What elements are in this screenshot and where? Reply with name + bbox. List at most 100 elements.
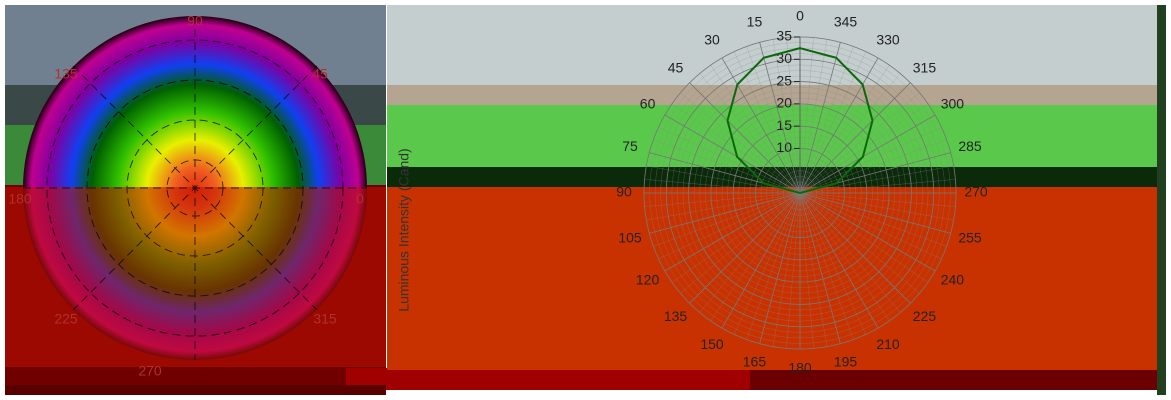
- fine-spoke: [680, 92, 801, 194]
- theta-label: 165: [743, 354, 767, 370]
- fine-spoke: [733, 51, 801, 194]
- grid-spoke: [799, 114, 936, 194]
- grid-spoke: [759, 192, 801, 344]
- heatmap-angle-label: 0: [356, 191, 364, 207]
- fine-spoke: [799, 192, 890, 321]
- fine-spoke: [799, 139, 947, 194]
- theta-label: 105: [618, 229, 642, 245]
- grid-spoke: [664, 192, 801, 272]
- grid-spoke: [664, 114, 801, 194]
- fine-spoke: [799, 165, 954, 194]
- fine-spoke: [710, 192, 801, 321]
- fine-spoke: [699, 192, 801, 313]
- grid-spoke: [689, 192, 801, 304]
- fine-spoke: [746, 46, 801, 194]
- fine-spoke: [799, 65, 890, 194]
- heatmap-angle-label: 270: [138, 363, 162, 379]
- grid-spoke: [799, 192, 936, 272]
- grid-spoke: [799, 192, 879, 329]
- theta-label: 30: [704, 31, 720, 47]
- heatmap-angle-label: 45: [312, 66, 328, 82]
- theta-label: 285: [958, 138, 982, 154]
- fine-spoke: [644, 192, 801, 207]
- fine-spoke: [786, 37, 801, 194]
- fine-spoke: [799, 192, 954, 221]
- fine-spoke: [646, 192, 801, 221]
- fine-spoke: [799, 73, 901, 194]
- theta-label: 300: [941, 96, 965, 112]
- fine-spoke: [653, 192, 801, 247]
- fine-spoke: [799, 192, 942, 260]
- fine-spoke: [653, 139, 801, 194]
- theta-label: 315: [913, 59, 937, 75]
- heatmap-angle-label: 90: [187, 13, 203, 29]
- fine-spoke: [799, 92, 920, 194]
- r-tick-label: 15: [776, 117, 792, 133]
- theta-label: 15: [747, 14, 763, 30]
- grid-spoke: [759, 42, 801, 194]
- theta-label: 225: [913, 308, 937, 324]
- fine-spoke: [799, 192, 928, 283]
- fine-spoke: [672, 192, 801, 283]
- fine-spoke: [646, 165, 801, 194]
- grid-spoke: [799, 192, 841, 344]
- glitch-band: [346, 368, 751, 390]
- theta-label: 0: [796, 8, 804, 24]
- fine-spoke: [699, 73, 801, 194]
- fine-spoke: [733, 192, 801, 335]
- fine-spoke: [799, 51, 867, 194]
- fine-spoke: [799, 192, 956, 207]
- fine-spoke: [799, 37, 814, 194]
- grid-spoke: [799, 57, 879, 194]
- glitch-band: [387, 187, 1157, 370]
- r-tick-label: 20: [776, 95, 792, 111]
- fine-spoke: [672, 103, 801, 194]
- theta-label: 345: [834, 14, 858, 30]
- theta-label: 270: [964, 184, 988, 200]
- grid-spoke: [721, 57, 801, 194]
- fine-spoke: [658, 192, 801, 260]
- heatmap-angle-label: 135: [54, 66, 78, 82]
- r-tick-label: 10: [776, 139, 792, 155]
- theta-label: 75: [622, 138, 638, 154]
- heatmap-angle-label: 315: [313, 311, 337, 327]
- series-line: [726, 47, 874, 195]
- heatmap-grid: [23, 16, 367, 360]
- r-tick-label: 35: [776, 28, 792, 44]
- glitch-band: [750, 370, 1157, 390]
- fine-spoke: [799, 192, 854, 340]
- fine-spoke: [680, 192, 801, 294]
- theta-label: 255: [958, 229, 982, 245]
- glitch-band: [5, 385, 386, 395]
- fine-spoke: [772, 39, 801, 194]
- fine-spoke: [746, 192, 801, 340]
- fine-spoke: [799, 192, 814, 349]
- y-axis-label: Luminous Intensity (Cand): [396, 148, 412, 311]
- fine-spoke: [799, 126, 942, 194]
- heatmap-angle-label: 225: [54, 311, 78, 327]
- theta-label: 60: [640, 96, 656, 112]
- theta-label: 90: [616, 184, 632, 200]
- theta-label: 45: [668, 59, 684, 75]
- fine-spoke: [710, 65, 801, 194]
- fine-spoke: [799, 192, 867, 335]
- theta-label: 195: [834, 354, 858, 370]
- fine-spoke: [799, 192, 947, 247]
- fine-spoke: [799, 103, 928, 194]
- fine-spoke: [799, 179, 956, 194]
- right-edge: [1157, 5, 1166, 395]
- theta-label: 120: [636, 272, 660, 288]
- fine-spoke: [658, 126, 801, 194]
- fine-spoke: [772, 192, 801, 347]
- grid-spoke: [799, 42, 841, 194]
- grid-spoke: [649, 192, 801, 234]
- theta-label: 135: [664, 308, 688, 324]
- grid-spoke: [689, 82, 801, 194]
- fine-spoke: [799, 192, 901, 313]
- glitch-band: [387, 105, 1157, 167]
- grid-spoke: [799, 192, 911, 304]
- r-tick-label: 25: [776, 72, 792, 88]
- fine-spoke: [799, 39, 828, 194]
